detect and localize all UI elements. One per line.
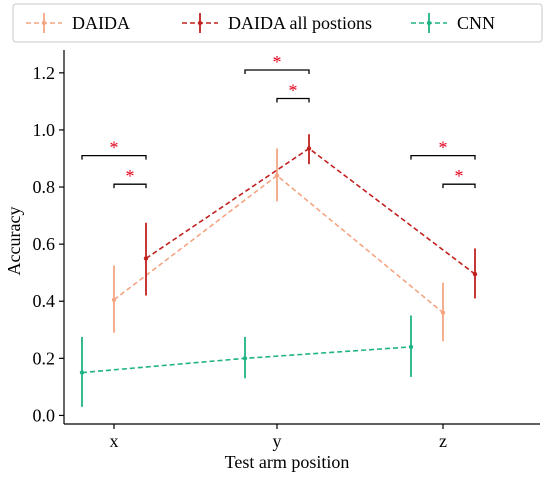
significance-bracket [276, 97, 310, 103]
x-tick-label: z [439, 431, 447, 451]
significance-bracket [410, 154, 476, 160]
significance-brackets: * * * * * * [81, 52, 476, 189]
significance-star: * [455, 166, 464, 186]
legend-label: DAIDA [72, 13, 130, 33]
significance-bracket [442, 183, 476, 189]
data-point [242, 356, 248, 361]
significance-bracket [244, 69, 310, 74]
series-group [79, 315, 414, 407]
y-tick-label: 1.2 [33, 63, 56, 83]
y-tick-label: 0.2 [33, 348, 56, 368]
data-point [274, 173, 280, 178]
significance-star: * [126, 166, 135, 186]
series-line [145, 147, 476, 275]
y-tick-label: 0.6 [33, 234, 56, 254]
legend-label: DAIDA all postions [228, 13, 372, 33]
significance-star: * [110, 138, 119, 158]
significance-bracket [113, 183, 147, 189]
data-point [408, 344, 414, 350]
legend-frame [12, 3, 543, 43]
x-tick-label: x [110, 431, 119, 451]
series-line [113, 174, 444, 314]
x-axis-title: Test arm position [225, 452, 350, 472]
significance-bracket [81, 154, 147, 160]
legend-swatch-point [197, 20, 203, 26]
legend: DAIDA DAIDA all postions CNN [12, 3, 543, 43]
legend-label: CNN [457, 13, 495, 33]
data-point [79, 370, 85, 375]
data-point [440, 310, 446, 315]
y-tick-label: 0.8 [33, 177, 56, 197]
data-point [306, 146, 312, 151]
data-point [111, 297, 117, 303]
data-point [143, 256, 149, 261]
series-group [111, 148, 446, 342]
legend-swatch-point [426, 20, 432, 26]
x-tick-label: y [273, 431, 282, 451]
y-tick-label: 1.0 [33, 120, 56, 140]
data-point [472, 271, 478, 277]
legend-swatch-point [41, 20, 47, 26]
y-tick-label: 0.0 [33, 405, 56, 425]
plot-marks [79, 134, 478, 407]
significance-star: * [273, 52, 282, 72]
axes: 0.0 0.2 0.4 0.6 0.8 1.0 1.2 x y z [33, 50, 540, 451]
y-tick-label: 0.4 [33, 291, 56, 311]
significance-star: * [439, 138, 448, 158]
significance-star: * [289, 81, 298, 101]
y-axis-title: Accuracy [4, 207, 24, 276]
series-group [143, 134, 478, 299]
